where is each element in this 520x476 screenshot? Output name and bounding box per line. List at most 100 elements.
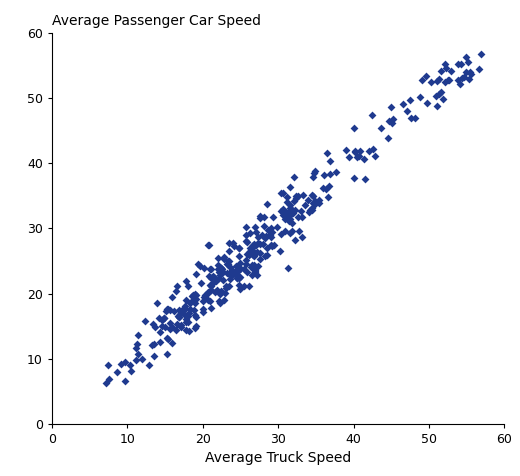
Point <box>220 255 228 263</box>
Point <box>222 285 230 292</box>
Point <box>181 303 189 310</box>
Point <box>371 152 380 160</box>
Point <box>209 273 217 280</box>
Point <box>193 260 202 268</box>
Point <box>422 72 430 79</box>
Point <box>229 270 238 278</box>
Point <box>418 77 426 84</box>
Point <box>192 291 201 299</box>
Point <box>219 268 228 276</box>
Point <box>163 334 171 342</box>
Point <box>211 275 219 282</box>
Point <box>261 234 269 241</box>
Point <box>256 212 264 219</box>
Point <box>174 312 182 320</box>
X-axis label: Average Truck Speed: Average Truck Speed <box>205 451 352 465</box>
Point <box>163 305 172 313</box>
Point <box>134 350 142 357</box>
Point <box>214 297 223 305</box>
Point <box>226 275 235 282</box>
Point <box>132 356 140 364</box>
Point <box>228 266 237 274</box>
Point <box>145 361 153 368</box>
Point <box>181 318 190 326</box>
Point <box>203 289 212 297</box>
Point <box>279 211 287 218</box>
Point <box>286 204 294 211</box>
Point <box>170 307 178 315</box>
Point <box>298 233 306 240</box>
Point <box>286 229 294 237</box>
Point <box>134 331 142 339</box>
Point <box>456 80 464 88</box>
Point <box>192 270 201 278</box>
Point <box>126 367 135 375</box>
Point <box>214 265 222 273</box>
Point <box>229 239 237 247</box>
Point <box>205 242 214 249</box>
Point <box>204 297 213 304</box>
Point <box>226 264 234 271</box>
Point <box>235 245 243 252</box>
Point <box>250 252 258 259</box>
Point <box>211 288 219 296</box>
Point <box>351 147 359 155</box>
Point <box>160 315 168 322</box>
Point <box>246 244 254 251</box>
Point <box>165 319 174 327</box>
Point <box>161 323 169 331</box>
Point <box>207 282 215 290</box>
Point <box>301 201 309 209</box>
Point <box>156 338 164 346</box>
Point <box>277 230 285 238</box>
Point <box>225 239 233 247</box>
Point <box>345 153 353 161</box>
Point <box>163 306 172 313</box>
Point <box>204 242 213 249</box>
Point <box>206 281 214 289</box>
Point <box>105 375 113 383</box>
Point <box>191 322 200 329</box>
Point <box>288 219 296 227</box>
Point <box>225 247 233 255</box>
Point <box>248 261 256 269</box>
Point <box>190 307 199 314</box>
Point <box>266 231 275 239</box>
Point <box>298 191 307 199</box>
Point <box>150 340 159 348</box>
Point <box>263 245 271 252</box>
Point <box>179 310 188 318</box>
Point <box>308 191 316 198</box>
Point <box>231 262 240 269</box>
Point <box>197 279 205 287</box>
Point <box>410 114 419 122</box>
Point <box>423 99 432 107</box>
Point <box>256 240 264 248</box>
Point <box>158 316 166 324</box>
Point <box>184 313 192 320</box>
Point <box>121 358 129 366</box>
Point <box>268 243 277 250</box>
Point <box>199 305 207 312</box>
Point <box>309 199 318 207</box>
Point <box>167 324 176 331</box>
Point <box>172 326 180 334</box>
Point <box>433 102 441 109</box>
Point <box>286 201 294 208</box>
Point <box>235 274 243 282</box>
Point <box>253 248 261 256</box>
Point <box>475 65 483 73</box>
Point <box>264 227 272 234</box>
Point <box>190 299 199 307</box>
Point <box>289 207 297 215</box>
Point <box>232 274 241 281</box>
Point <box>206 265 214 273</box>
Point <box>309 173 318 181</box>
Point <box>282 198 291 206</box>
Point <box>246 263 255 271</box>
Point <box>462 53 470 60</box>
Point <box>277 207 285 215</box>
Point <box>311 198 319 205</box>
Point <box>388 115 397 122</box>
Point <box>117 360 125 368</box>
